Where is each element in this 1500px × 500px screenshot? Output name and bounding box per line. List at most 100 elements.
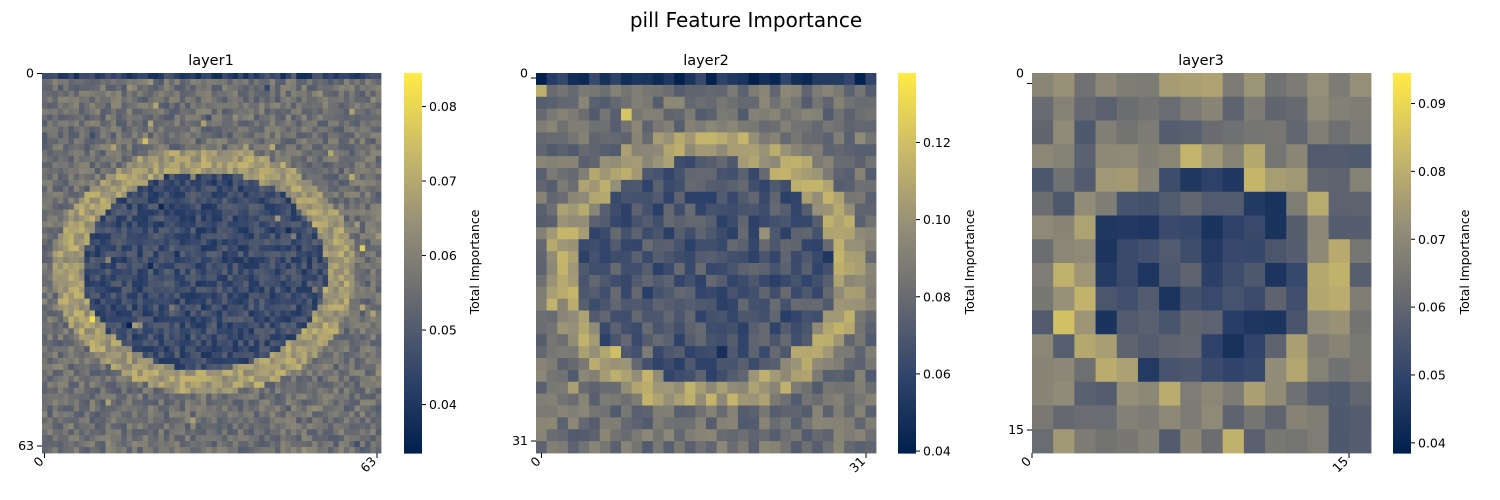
heatmap-cell	[116, 90, 122, 98]
heatmap-cell	[126, 221, 133, 228]
heatmap-cell	[578, 263, 590, 276]
heatmap-cell	[322, 245, 329, 252]
heatmap-cell	[280, 411, 287, 418]
heatmap-cell	[791, 227, 803, 240]
heatmap-cell	[222, 73, 228, 80]
heatmap-cell	[322, 423, 329, 430]
heatmap-cell	[110, 84, 117, 92]
heatmap-cell	[259, 334, 265, 341]
heatmap-cell	[211, 215, 218, 222]
heatmap-cell	[47, 162, 53, 169]
heatmap-cell	[365, 221, 371, 228]
heatmap-cell	[259, 375, 265, 383]
heatmap-cell	[94, 132, 101, 139]
heatmap-cell	[63, 173, 69, 181]
heatmap-cell	[296, 268, 302, 276]
heatmap-cell	[328, 257, 334, 264]
heatmap-cell	[89, 251, 96, 258]
heatmap-cell	[546, 251, 558, 264]
heatmap-cell	[269, 358, 276, 365]
heatmap-cell	[57, 251, 64, 258]
heatmap-cell	[333, 114, 340, 121]
heatmap-cell	[375, 268, 382, 276]
heatmap-cell	[631, 251, 643, 264]
heatmap-cell	[333, 150, 340, 157]
heatmap-cell	[844, 322, 856, 335]
heatmap-cell	[285, 251, 292, 258]
heatmap-cell	[536, 168, 548, 181]
heatmap-cell	[264, 156, 271, 163]
heatmap-cell	[100, 411, 106, 418]
heatmap-cell	[52, 310, 59, 317]
heatmap-cell	[557, 286, 569, 300]
heatmap-cell	[185, 221, 191, 228]
heatmap-cell	[365, 358, 371, 365]
heatmap-cell	[147, 162, 154, 169]
heatmap-cell	[84, 162, 91, 169]
heatmap-cell	[132, 304, 138, 311]
heatmap-cell	[306, 209, 313, 216]
heatmap-cell	[100, 185, 106, 193]
heatmap-panel-layer2: layer2 0 31 0 31 0.040.060.080.100.12 To…	[512, 53, 977, 475]
heatmap-cell	[126, 286, 133, 294]
colorbar-segment	[404, 342, 422, 346]
heatmap-cell	[264, 346, 271, 353]
heatmap-cell	[264, 215, 271, 222]
heatmap-cell	[200, 393, 207, 400]
heatmap-cell	[375, 352, 382, 359]
heatmap-cell	[296, 387, 302, 395]
heatmap-cell	[296, 304, 302, 311]
heatmap-cell	[259, 90, 265, 98]
heatmap-cell	[546, 286, 558, 300]
heatmap-cell	[163, 78, 170, 86]
heatmap-cell	[243, 399, 249, 406]
heatmap-cell	[227, 257, 234, 264]
heatmap-cell	[63, 280, 69, 288]
heatmap-cell	[791, 298, 803, 311]
heatmap-cell	[296, 144, 302, 151]
heatmap-cell	[536, 263, 548, 276]
heatmap-cell	[84, 239, 91, 246]
heatmap-cell	[132, 417, 138, 424]
heatmap-cell	[312, 132, 318, 139]
heatmap-cell	[375, 286, 382, 294]
heatmap-cell	[621, 334, 633, 347]
heatmap-cell	[264, 447, 271, 454]
heatmap-cell	[349, 429, 355, 436]
heatmap-cell	[610, 346, 622, 359]
heatmap-cell	[589, 96, 601, 110]
heatmap-cell	[290, 138, 297, 145]
heatmap-cell	[290, 102, 297, 110]
heatmap-cell	[652, 120, 664, 133]
heatmap-cell	[147, 102, 154, 110]
colorbar-segment	[404, 196, 422, 201]
heatmap-cell	[375, 96, 382, 104]
heatmap-cell	[695, 346, 707, 359]
heatmap-cell	[642, 334, 654, 347]
heatmap-cell	[312, 257, 318, 264]
heatmap-cell	[354, 358, 361, 365]
heatmap-cell	[84, 251, 91, 258]
heatmap-cell	[759, 203, 771, 216]
heatmap-cell	[52, 173, 59, 181]
heatmap-cell	[185, 369, 191, 377]
heatmap-cell	[375, 84, 382, 92]
heatmap-cell	[652, 96, 664, 110]
heatmap-cell	[642, 168, 654, 181]
heatmap-cell	[63, 387, 69, 395]
heatmap-cell	[349, 334, 355, 341]
heatmap-cell	[105, 375, 112, 383]
heatmap-cell	[359, 334, 366, 341]
heatmap-cell	[158, 203, 165, 210]
heatmap-cell	[833, 334, 845, 347]
heatmap-cell	[137, 138, 144, 145]
colorbar-segment	[404, 180, 422, 185]
heatmap-cell	[206, 162, 212, 169]
heatmap-cell	[89, 435, 96, 442]
heatmap-cell	[190, 322, 197, 329]
heatmap-cell	[359, 292, 366, 300]
heatmap-cell	[73, 393, 80, 400]
heatmap-cell	[185, 447, 191, 454]
heatmap-cell	[354, 334, 361, 341]
heatmap-cell	[328, 96, 334, 104]
